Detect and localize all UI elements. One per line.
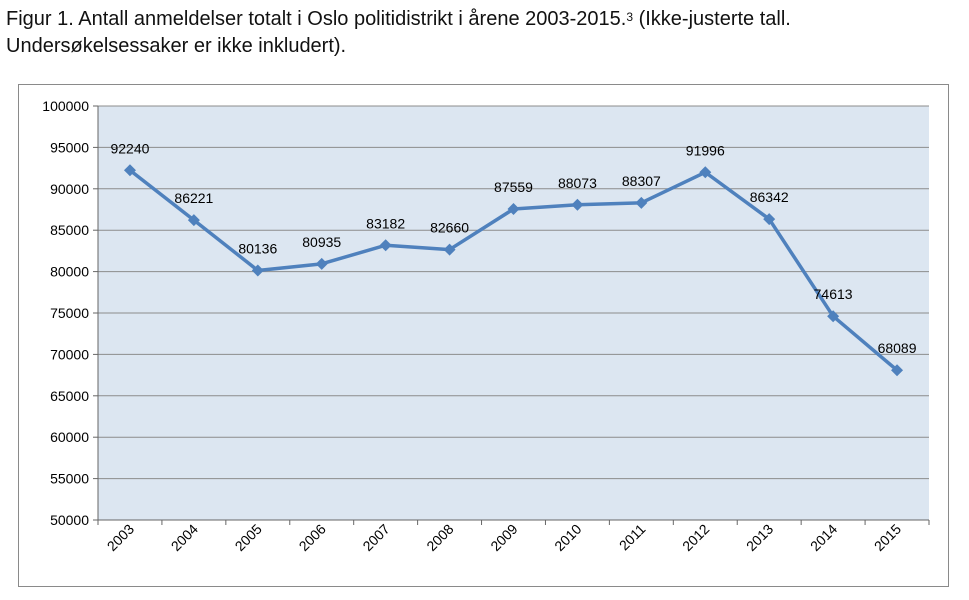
data-point-marker [699,166,712,179]
data-point-marker [123,164,136,177]
data-label: 88073 [558,175,597,191]
y-tick-label: 90000 [50,181,89,197]
x-tick-label: 2008 [423,521,456,554]
data-label: 82660 [430,220,469,236]
figure-caption: Figur 1. Antall anmeldelser totalt i Osl… [6,6,956,60]
data-point-marker [571,198,584,211]
caption-suffix: (Ikke-justerte tall. [633,8,791,30]
y-tick-label: 60000 [50,429,89,445]
x-tick-label: 2007 [359,521,392,554]
x-tick-label: 2003 [104,521,137,554]
y-tick-label: 95000 [50,139,89,155]
x-tick-label: 2005 [232,521,265,554]
data-point-marker [507,203,520,216]
x-tick-label: 2010 [551,521,584,554]
data-point-marker [891,364,904,377]
x-tick-label: 2009 [487,521,520,554]
y-tick-label: 75000 [50,305,89,321]
caption-line-1: Figur 1. Antall anmeldelser totalt i Osl… [6,6,956,33]
data-point-marker [187,214,200,227]
data-label: 68089 [878,340,917,356]
data-point-marker [763,213,776,226]
x-tick-label: 2004 [168,521,201,554]
data-label: 86221 [174,190,213,206]
data-label: 86342 [750,189,789,205]
data-label: 80136 [238,240,277,256]
y-tick-label: 55000 [50,471,89,487]
y-tick-label: 85000 [50,222,89,238]
data-label: 87559 [494,179,533,195]
x-tick-label: 2006 [296,521,329,554]
x-tick-label: 2012 [679,521,712,554]
data-point-marker [827,310,840,323]
x-tick-label: 2015 [871,521,904,554]
data-point-marker [379,239,392,252]
y-tick-label: 100000 [42,98,89,114]
y-tick-label: 50000 [50,512,89,528]
data-label: 92240 [110,140,149,156]
x-tick-label: 2014 [807,521,840,554]
data-point-marker [443,243,456,256]
data-label: 88307 [622,173,661,189]
data-point-marker [635,196,648,209]
footnote-reference: 3 [626,10,634,24]
data-label: 91996 [686,142,725,158]
y-tick-label: 80000 [50,264,89,280]
data-point-marker [315,257,328,270]
caption-main-text: Figur 1. Antall anmeldelser totalt i Osl… [6,8,627,30]
data-label: 74613 [814,286,853,302]
y-tick-label: 70000 [50,346,89,362]
caption-line-2: Undersøkelsessaker er ikke inkludert). [6,35,347,57]
data-point-marker [251,264,264,277]
x-tick-label: 2013 [743,521,776,554]
data-label: 83182 [366,215,405,231]
x-tick-label: 2011 [616,521,649,554]
data-label: 80935 [302,234,341,250]
y-tick-label: 65000 [50,388,89,404]
